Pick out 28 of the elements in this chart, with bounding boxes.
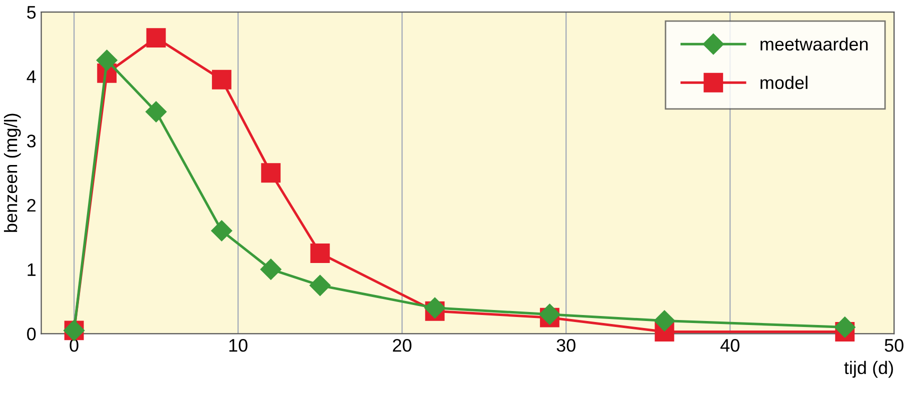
point — [260, 258, 282, 280]
y-tick-label: 4 — [26, 70, 36, 83]
point — [310, 244, 330, 263]
x-tick-label: 50 — [884, 339, 904, 352]
point — [212, 70, 232, 90]
legend-label: model — [760, 76, 808, 90]
x-tick-label: 30 — [556, 339, 576, 352]
point — [261, 163, 281, 183]
point — [424, 297, 446, 318]
point — [96, 50, 118, 71]
point — [146, 28, 166, 48]
y-tick-label: 5 — [27, 6, 36, 19]
y-tick-label: 1 — [28, 263, 36, 276]
y-tick-label: 2 — [27, 198, 36, 212]
point — [539, 304, 560, 325]
point — [654, 310, 675, 332]
y-tick-label: 3 — [27, 134, 36, 148]
point — [834, 316, 856, 338]
y-axis-title: benzeen (mg/l) — [4, 114, 21, 232]
x-axis-title: tijd (d) — [844, 360, 893, 378]
point — [211, 220, 232, 242]
x-tick-label: 20 — [392, 339, 412, 352]
x-tick-label: 10 — [229, 339, 248, 352]
y-tick-label: 0 — [27, 328, 36, 340]
legend-label: meetwaarden — [760, 37, 868, 51]
point — [146, 101, 167, 122]
point — [310, 274, 331, 296]
x-tick-label: 40 — [720, 339, 740, 352]
